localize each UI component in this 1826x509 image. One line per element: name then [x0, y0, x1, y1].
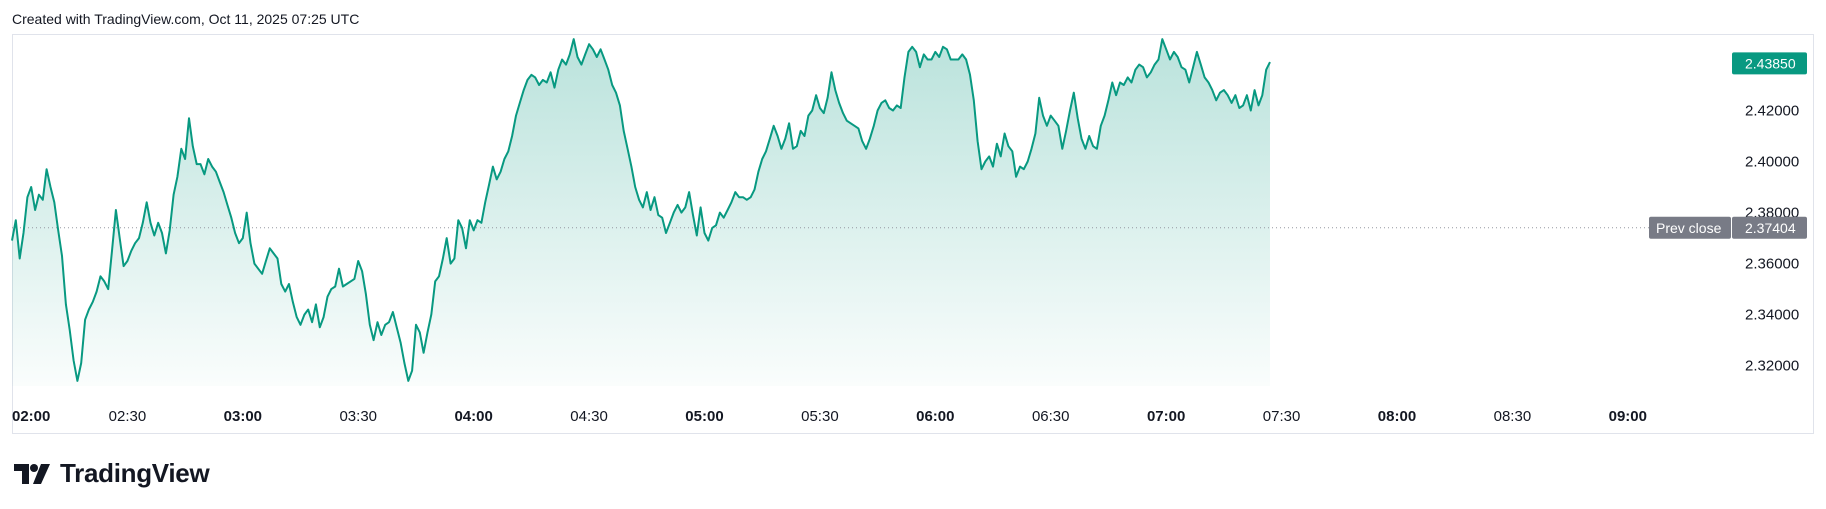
- time-tick-label: 08:00: [1378, 408, 1416, 425]
- time-tick-label: 07:00: [1147, 408, 1185, 425]
- last-price-tag: [1732, 52, 1807, 75]
- tradingview-logo[interactable]: TradingView: [14, 458, 210, 489]
- time-tick-label: 03:30: [339, 408, 377, 425]
- time-tick-label: 04:30: [570, 408, 608, 425]
- time-tick-label: 02:00: [12, 408, 50, 425]
- time-tick-label: 09:00: [1609, 408, 1647, 425]
- last-price-value: 2.43850: [1745, 55, 1796, 71]
- time-tick-label: 06:30: [1032, 408, 1070, 425]
- created-with-header: Created with TradingView.com, Oct 11, 20…: [12, 11, 360, 27]
- tradingview-logo-icon: [14, 463, 50, 484]
- time-tick-label: 08:30: [1494, 408, 1532, 425]
- price-tick-label: 2.36000: [1745, 256, 1799, 273]
- prev-close-label-tag: [1649, 216, 1731, 239]
- price-tick-label: 2.42000: [1745, 103, 1799, 120]
- time-tick-label: 02:30: [109, 408, 147, 425]
- prev-close-value-tag: [1732, 216, 1807, 239]
- time-tick-label: 04:00: [454, 408, 492, 425]
- price-area-fill: [12, 39, 1270, 386]
- time-tick-label: 03:00: [224, 408, 262, 425]
- time-tick-label: 07:30: [1263, 408, 1301, 425]
- time-tick-label: 05:30: [801, 408, 839, 425]
- price-chart[interactable]: 2.420002.400002.380002.360002.340002.320…: [0, 0, 1826, 440]
- time-axis[interactable]: 02:00 02:30 03:00 03:30 04:00 04:30 05:00 05:30…: [12, 408, 1647, 425]
- price-axis[interactable]: 2.420002.400002.380002.360002.340002.320…: [1745, 103, 1799, 375]
- tradingview-wordmark: TradingView: [60, 458, 210, 488]
- prev-close-value: 2.37404: [1745, 220, 1796, 236]
- price-tick-label: 2.32000: [1745, 358, 1799, 375]
- price-tick-label: 2.34000: [1745, 307, 1799, 324]
- prev-close-label: Prev close: [1656, 220, 1722, 236]
- time-tick-label: 05:00: [685, 408, 723, 425]
- time-tick-label: 06:00: [916, 408, 954, 425]
- price-line: [11, 38, 1271, 382]
- price-tick-label: 2.40000: [1745, 154, 1799, 171]
- price-tags: 2.43850 Prev close 2.37404: [1649, 52, 1807, 239]
